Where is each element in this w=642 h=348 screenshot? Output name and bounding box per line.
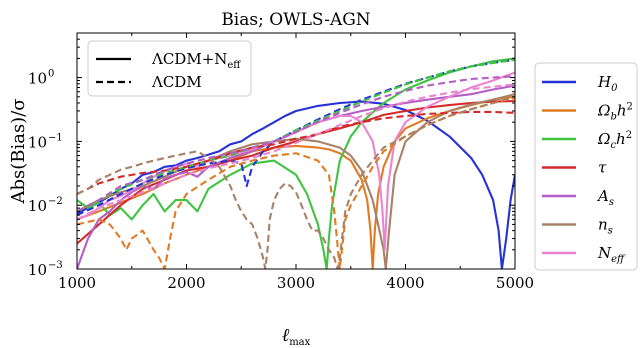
series-legend-label: H0 [597, 73, 618, 94]
series-line-0 [77, 100, 515, 269]
x-tick-label: 5000 [496, 274, 534, 292]
y-axis-label: Abs(Bias)/σ [8, 98, 29, 204]
series-line-3 [77, 99, 515, 245]
style-legend: ΛCDM+Neff ΛCDM [87, 40, 252, 97]
x-tick-label: 4000 [386, 274, 424, 292]
series-legend-label: Ωch2 [597, 130, 632, 151]
y-tick-label: 10 [28, 70, 47, 88]
y-tick-exponent: −3 [48, 260, 63, 271]
x-tick-label: 1000 [58, 274, 96, 292]
chart-title: Bias; OWLS-AGN [221, 10, 370, 30]
series-line-5 [77, 93, 515, 269]
x-tick-label: 3000 [277, 274, 315, 292]
series-line-6 [77, 71, 515, 251]
series-line-2 [77, 57, 515, 269]
series-layer [77, 57, 515, 269]
series-legend-label: As [596, 187, 614, 208]
series-line-4 [77, 84, 515, 269]
y-tick-label: 10 [28, 261, 47, 279]
style-legend-box [87, 40, 252, 97]
series-legend-label: Neff [597, 244, 626, 265]
series-legend-label: τ [598, 159, 607, 177]
y-tick-exponent: −2 [48, 196, 63, 207]
series-line-11 [77, 75, 515, 213]
x-tick-label: 2000 [167, 274, 205, 292]
y-tick-label: 10 [28, 197, 47, 215]
series-line-12 [77, 95, 515, 269]
series-line-13 [77, 83, 515, 221]
series-legend-items: H0 Ωbh2 Ωch2 τ As ns Neff [542, 73, 633, 265]
y-tick-exponent: 0 [48, 69, 54, 80]
x-axis-label: ℓmax [282, 325, 311, 348]
series-legend: H0 Ωbh2 Ωch2 τ As ns Neff [534, 62, 638, 271]
y-tick-label: 10 [28, 133, 47, 151]
series-line-8 [77, 96, 515, 269]
y-tick-exponent: −1 [48, 132, 63, 143]
series-legend-label: ns [598, 216, 613, 237]
series-legend-box [534, 62, 638, 271]
style-legend-label-full: ΛCDM+Neff [151, 50, 241, 71]
series-legend-label: Ωbh2 [597, 102, 633, 123]
series-line-10 [77, 110, 515, 195]
style-legend-label-lcdm: ΛCDM [151, 73, 202, 91]
